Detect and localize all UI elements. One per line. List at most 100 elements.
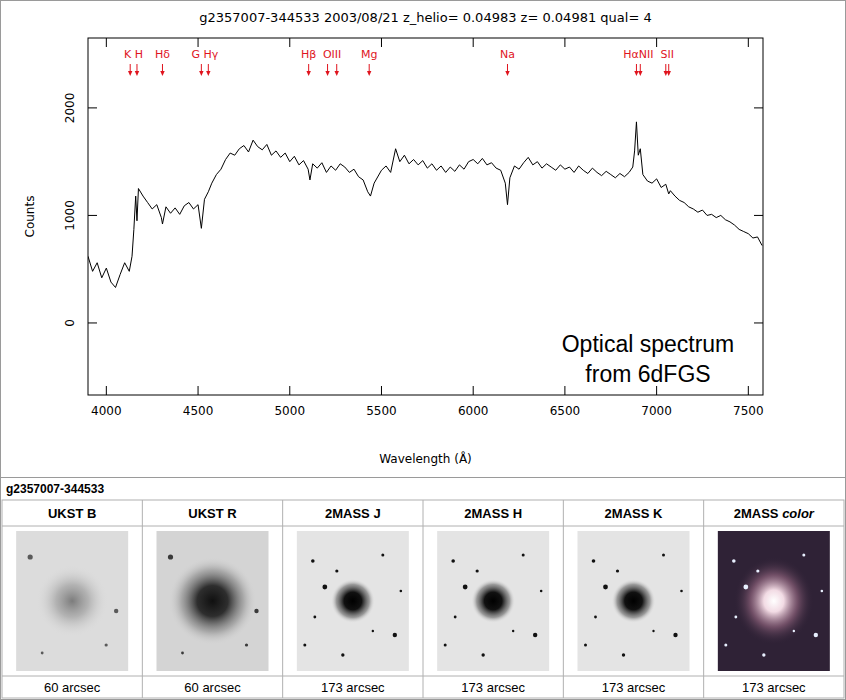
line-ids: K HHδG HγHβOIIIMgNaHαNIISII — [124, 48, 674, 76]
y-tick-label: 1000 — [63, 200, 77, 231]
star — [724, 644, 727, 647]
y-tick-right — [754, 322, 763, 323]
table-col-line — [282, 500, 283, 698]
thumbnail — [16, 531, 128, 671]
overlay-text: Optical spectrum — [562, 331, 735, 357]
line-id-arrow — [206, 64, 210, 76]
column-caption: 173 arcsec — [742, 680, 806, 695]
x-tick — [748, 386, 749, 395]
star — [662, 554, 665, 557]
galaxy — [36, 565, 108, 637]
column-header: 2MASS color — [734, 506, 815, 521]
plot-frame — [88, 38, 763, 395]
line-id-arrow — [505, 64, 509, 76]
x-tick-top — [564, 38, 565, 47]
x-tick-label: 5000 — [274, 404, 305, 418]
star — [756, 569, 759, 572]
line-id-arrow — [664, 64, 668, 76]
arrow-shaft — [369, 64, 370, 72]
line-id-arrow — [199, 64, 203, 76]
plot-data — [88, 122, 762, 288]
x-tick — [473, 386, 474, 395]
overlay-text: from 6dFGS — [585, 361, 710, 387]
star — [303, 644, 306, 647]
star — [393, 633, 397, 637]
table-border — [2, 500, 844, 698]
star — [254, 609, 258, 613]
arrow-head — [160, 71, 164, 76]
arrow-head — [634, 71, 638, 76]
line-id-arrow — [128, 64, 132, 76]
table-col-line — [563, 500, 564, 698]
arrow-head — [135, 71, 139, 76]
thumbnail-ground — [157, 531, 269, 671]
line-id-label: OIII — [323, 48, 341, 61]
arrow-shaft — [507, 64, 508, 72]
star — [168, 554, 173, 559]
arrow-head — [306, 71, 310, 76]
line-id-arrow — [325, 64, 329, 76]
arrow-shaft — [162, 64, 163, 72]
star — [603, 585, 608, 590]
arrow-shaft — [208, 64, 209, 72]
page: {"chart_data": {"type": "line", "title":… — [0, 0, 846, 700]
star — [814, 633, 818, 637]
table-col-line — [142, 500, 143, 698]
image-table: UKST B60 arcsecUKST R60 arcsec2MASS J173… — [2, 500, 844, 698]
galaxy — [331, 579, 375, 623]
line-id-label: Mg — [361, 48, 377, 61]
x-tick-label: 7500 — [733, 404, 764, 418]
y-tick — [88, 215, 97, 216]
x-tick-top — [473, 38, 474, 47]
thumbnail — [578, 531, 690, 671]
column-caption: 173 arcsec — [461, 680, 525, 695]
line-id-arrow — [667, 64, 671, 76]
column-caption: 60 arcsec — [184, 680, 241, 695]
star — [381, 554, 384, 557]
x-tick — [198, 386, 199, 395]
x-tick-top — [106, 38, 107, 47]
star — [41, 652, 44, 655]
star — [463, 585, 468, 590]
line-id-arrow — [160, 64, 164, 76]
star — [341, 653, 344, 656]
x-tick-top — [748, 38, 749, 47]
arrow-shaft — [636, 64, 637, 72]
star — [313, 616, 316, 619]
arrow-head — [505, 71, 509, 76]
y-axis-title: Counts — [23, 196, 37, 238]
y-tick — [88, 322, 97, 323]
y-tick-right — [754, 107, 763, 108]
star — [793, 630, 795, 632]
line-id-arrow — [335, 64, 339, 76]
star — [451, 559, 455, 563]
star — [311, 559, 315, 563]
column-header: 2MASS J — [325, 506, 381, 521]
arrow-head — [206, 71, 210, 76]
star — [762, 653, 765, 656]
x-tick-top — [656, 38, 657, 47]
ticks: 4000450050005500600065007000750001000200… — [63, 38, 764, 418]
star — [594, 616, 597, 619]
y-tick-label: 0 — [63, 319, 77, 327]
line-id-arrow — [638, 64, 642, 76]
galaxy — [612, 579, 656, 623]
x-tick-label: 6500 — [550, 404, 581, 418]
star — [512, 630, 514, 632]
x-tick-label: 4000 — [91, 404, 122, 418]
header-part-italic: color — [782, 506, 815, 521]
x-tick — [564, 386, 565, 395]
thumbnail-ground — [718, 531, 830, 671]
star — [540, 590, 543, 593]
arrow-head — [335, 71, 339, 76]
spectrum-line — [88, 122, 762, 288]
figure: g2357007-344533 2003/08/21 z_helio= 0.04… — [0, 0, 846, 700]
star — [652, 630, 654, 632]
line-id-label: HαNII — [623, 48, 653, 61]
panel-title: g2357007-344533 — [6, 482, 104, 496]
star — [245, 643, 248, 646]
x-tick-top — [198, 38, 199, 47]
arrow-head — [325, 71, 329, 76]
star — [821, 590, 824, 593]
arrow-shaft — [668, 64, 669, 72]
